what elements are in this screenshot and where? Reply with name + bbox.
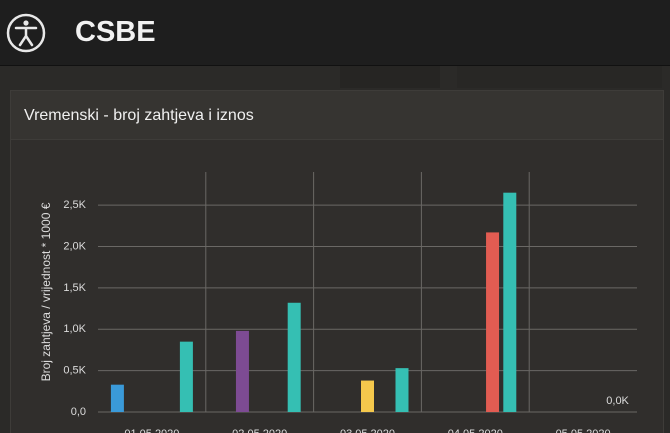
data-label: 0,0K <box>606 395 629 407</box>
bar <box>503 192 517 412</box>
bar <box>110 384 124 412</box>
bar <box>235 330 249 412</box>
x-tick-label: 04.05.2020 <box>448 428 503 433</box>
y-tick-label: 2,5K <box>63 199 86 211</box>
bar <box>361 380 374 412</box>
bar <box>179 341 193 412</box>
y-tick-label: 1,0K <box>63 323 86 335</box>
y-tick-label: 0,0 <box>71 406 86 418</box>
y-tick-label: 2,0K <box>63 240 86 252</box>
header: CSBE <box>0 0 670 66</box>
x-tick-label: 03.05.2020 <box>340 428 395 433</box>
y-tick-label: 1,5K <box>63 282 86 294</box>
chart-card: Vremenski - broj zahtjeva i iznos <box>10 90 664 433</box>
brand[interactable]: CSBE <box>75 16 156 48</box>
x-tick-label: 05.05.2020 <box>556 428 611 433</box>
chart-title: Vremenski - broj zahtjeva i iznos <box>11 91 663 140</box>
x-tick-label: 01.05.2020 <box>124 428 179 433</box>
x-tick-label: 02.05.2020 <box>232 428 287 433</box>
bar <box>486 232 500 412</box>
accessibility-icon[interactable] <box>0 2 60 62</box>
bar <box>287 302 301 412</box>
y-axis-label: Broj zahtjeva / vrijednost * 1000 € <box>39 202 53 381</box>
bar <box>395 368 409 412</box>
y-tick-label: 0,5K <box>63 365 86 377</box>
